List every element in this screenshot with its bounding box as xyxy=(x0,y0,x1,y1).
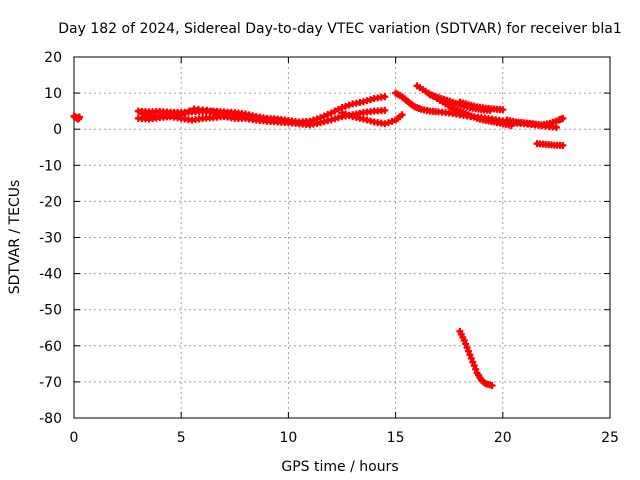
y-tick-label: 0 xyxy=(53,122,62,138)
y-tick-label: -50 xyxy=(39,303,62,319)
data-point xyxy=(342,102,350,110)
x-tick-label: 10 xyxy=(279,430,297,446)
data-point xyxy=(345,101,353,109)
y-tick-label: 10 xyxy=(44,86,62,102)
series-sat-e xyxy=(338,109,406,128)
y-axis-label: SDTVAR / TECUs xyxy=(7,180,23,295)
y-tick-label: 20 xyxy=(44,50,62,66)
data-point xyxy=(507,122,515,130)
data-point xyxy=(463,344,471,352)
series-sat-k xyxy=(533,140,567,149)
data-point xyxy=(327,109,335,117)
data-point xyxy=(381,93,389,101)
data-point xyxy=(460,336,468,344)
data-point xyxy=(466,351,474,359)
data-point xyxy=(388,117,396,125)
y-tick-label: -30 xyxy=(39,231,62,247)
data-point xyxy=(559,114,567,122)
series-sat-l xyxy=(456,327,496,390)
x-tick-label: 25 xyxy=(601,430,619,446)
y-tick-label: -40 xyxy=(39,267,62,283)
series-sat-i xyxy=(456,98,507,114)
series-sat-a xyxy=(70,112,83,123)
x-axis-label: GPS time / hours xyxy=(281,459,398,475)
axis-ticks: 0 5 10 15 20 25 20 10 0 -10 -20 -30 -40 -50 -60 -70 -80 xyxy=(39,50,619,446)
data-point xyxy=(381,120,389,128)
data-point xyxy=(280,117,288,125)
data-point xyxy=(177,111,185,119)
data-point xyxy=(342,110,350,118)
x-tick-label: 0 xyxy=(70,430,79,446)
data-point xyxy=(464,347,472,355)
data-point xyxy=(345,111,353,119)
data-point xyxy=(398,111,406,119)
data-point xyxy=(381,106,389,114)
series-sat-j xyxy=(503,114,567,129)
data-point xyxy=(331,107,339,115)
y-tick-label: -80 xyxy=(39,411,62,427)
data-point xyxy=(75,113,83,121)
data-point xyxy=(559,141,567,149)
chart-title: Day 182 of 2024, Sidereal Day-to-day VTE… xyxy=(58,21,621,37)
data-point xyxy=(384,119,392,127)
y-tick-label: -20 xyxy=(39,194,62,210)
y-tick-label: -60 xyxy=(39,339,62,355)
data-point xyxy=(334,105,342,113)
data-point xyxy=(552,123,560,131)
data-point xyxy=(338,109,346,117)
data-point xyxy=(472,365,480,373)
data-point xyxy=(499,106,507,114)
data-point xyxy=(467,354,475,362)
data-point xyxy=(469,358,477,366)
series-sat-d xyxy=(139,105,288,125)
x-tick-label: 5 xyxy=(177,430,186,446)
data-points xyxy=(70,82,567,390)
data-point xyxy=(462,340,470,348)
y-tick-label: -10 xyxy=(39,158,62,174)
data-point xyxy=(488,382,496,390)
y-tick-label: -70 xyxy=(39,375,62,391)
data-point xyxy=(181,109,189,117)
data-point xyxy=(470,362,478,370)
x-tick-label: 15 xyxy=(387,430,405,446)
data-point xyxy=(186,107,194,115)
data-point xyxy=(324,111,332,119)
x-tick-label: 20 xyxy=(494,430,512,446)
